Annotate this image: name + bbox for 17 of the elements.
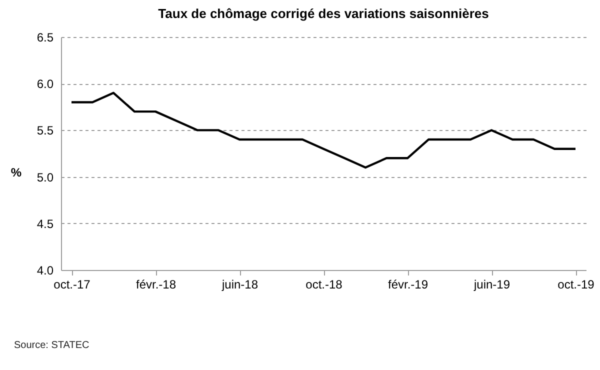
chart-title: Taux de chômage corrigé des variations saisonnières — [158, 6, 489, 21]
y-tick-label: 4.5 — [36, 216, 54, 231]
y-tick-label: 6.5 — [36, 30, 54, 44]
x-tick-label: févr.-18 — [136, 278, 176, 292]
y-tick-label: 5.0 — [36, 170, 54, 184]
y-axis-title: % — [10, 166, 22, 180]
x-tick-label: oct.-17 — [54, 278, 91, 292]
x-tick-label: févr.-19 — [388, 278, 428, 292]
y-tick-label: 6.0 — [36, 77, 54, 92]
x-tick-label: juin-18 — [220, 278, 258, 292]
x-tick-label: oct.-19 — [558, 278, 595, 292]
x-tick-label: juin-19 — [472, 278, 510, 292]
y-tick-label: 4.0 — [36, 264, 54, 278]
x-tick-label: oct.-18 — [306, 278, 343, 292]
source-note: Source: STATEC — [14, 340, 90, 351]
line-series — [70, 92, 577, 169]
y-tick-label: 5.5 — [36, 124, 54, 138]
